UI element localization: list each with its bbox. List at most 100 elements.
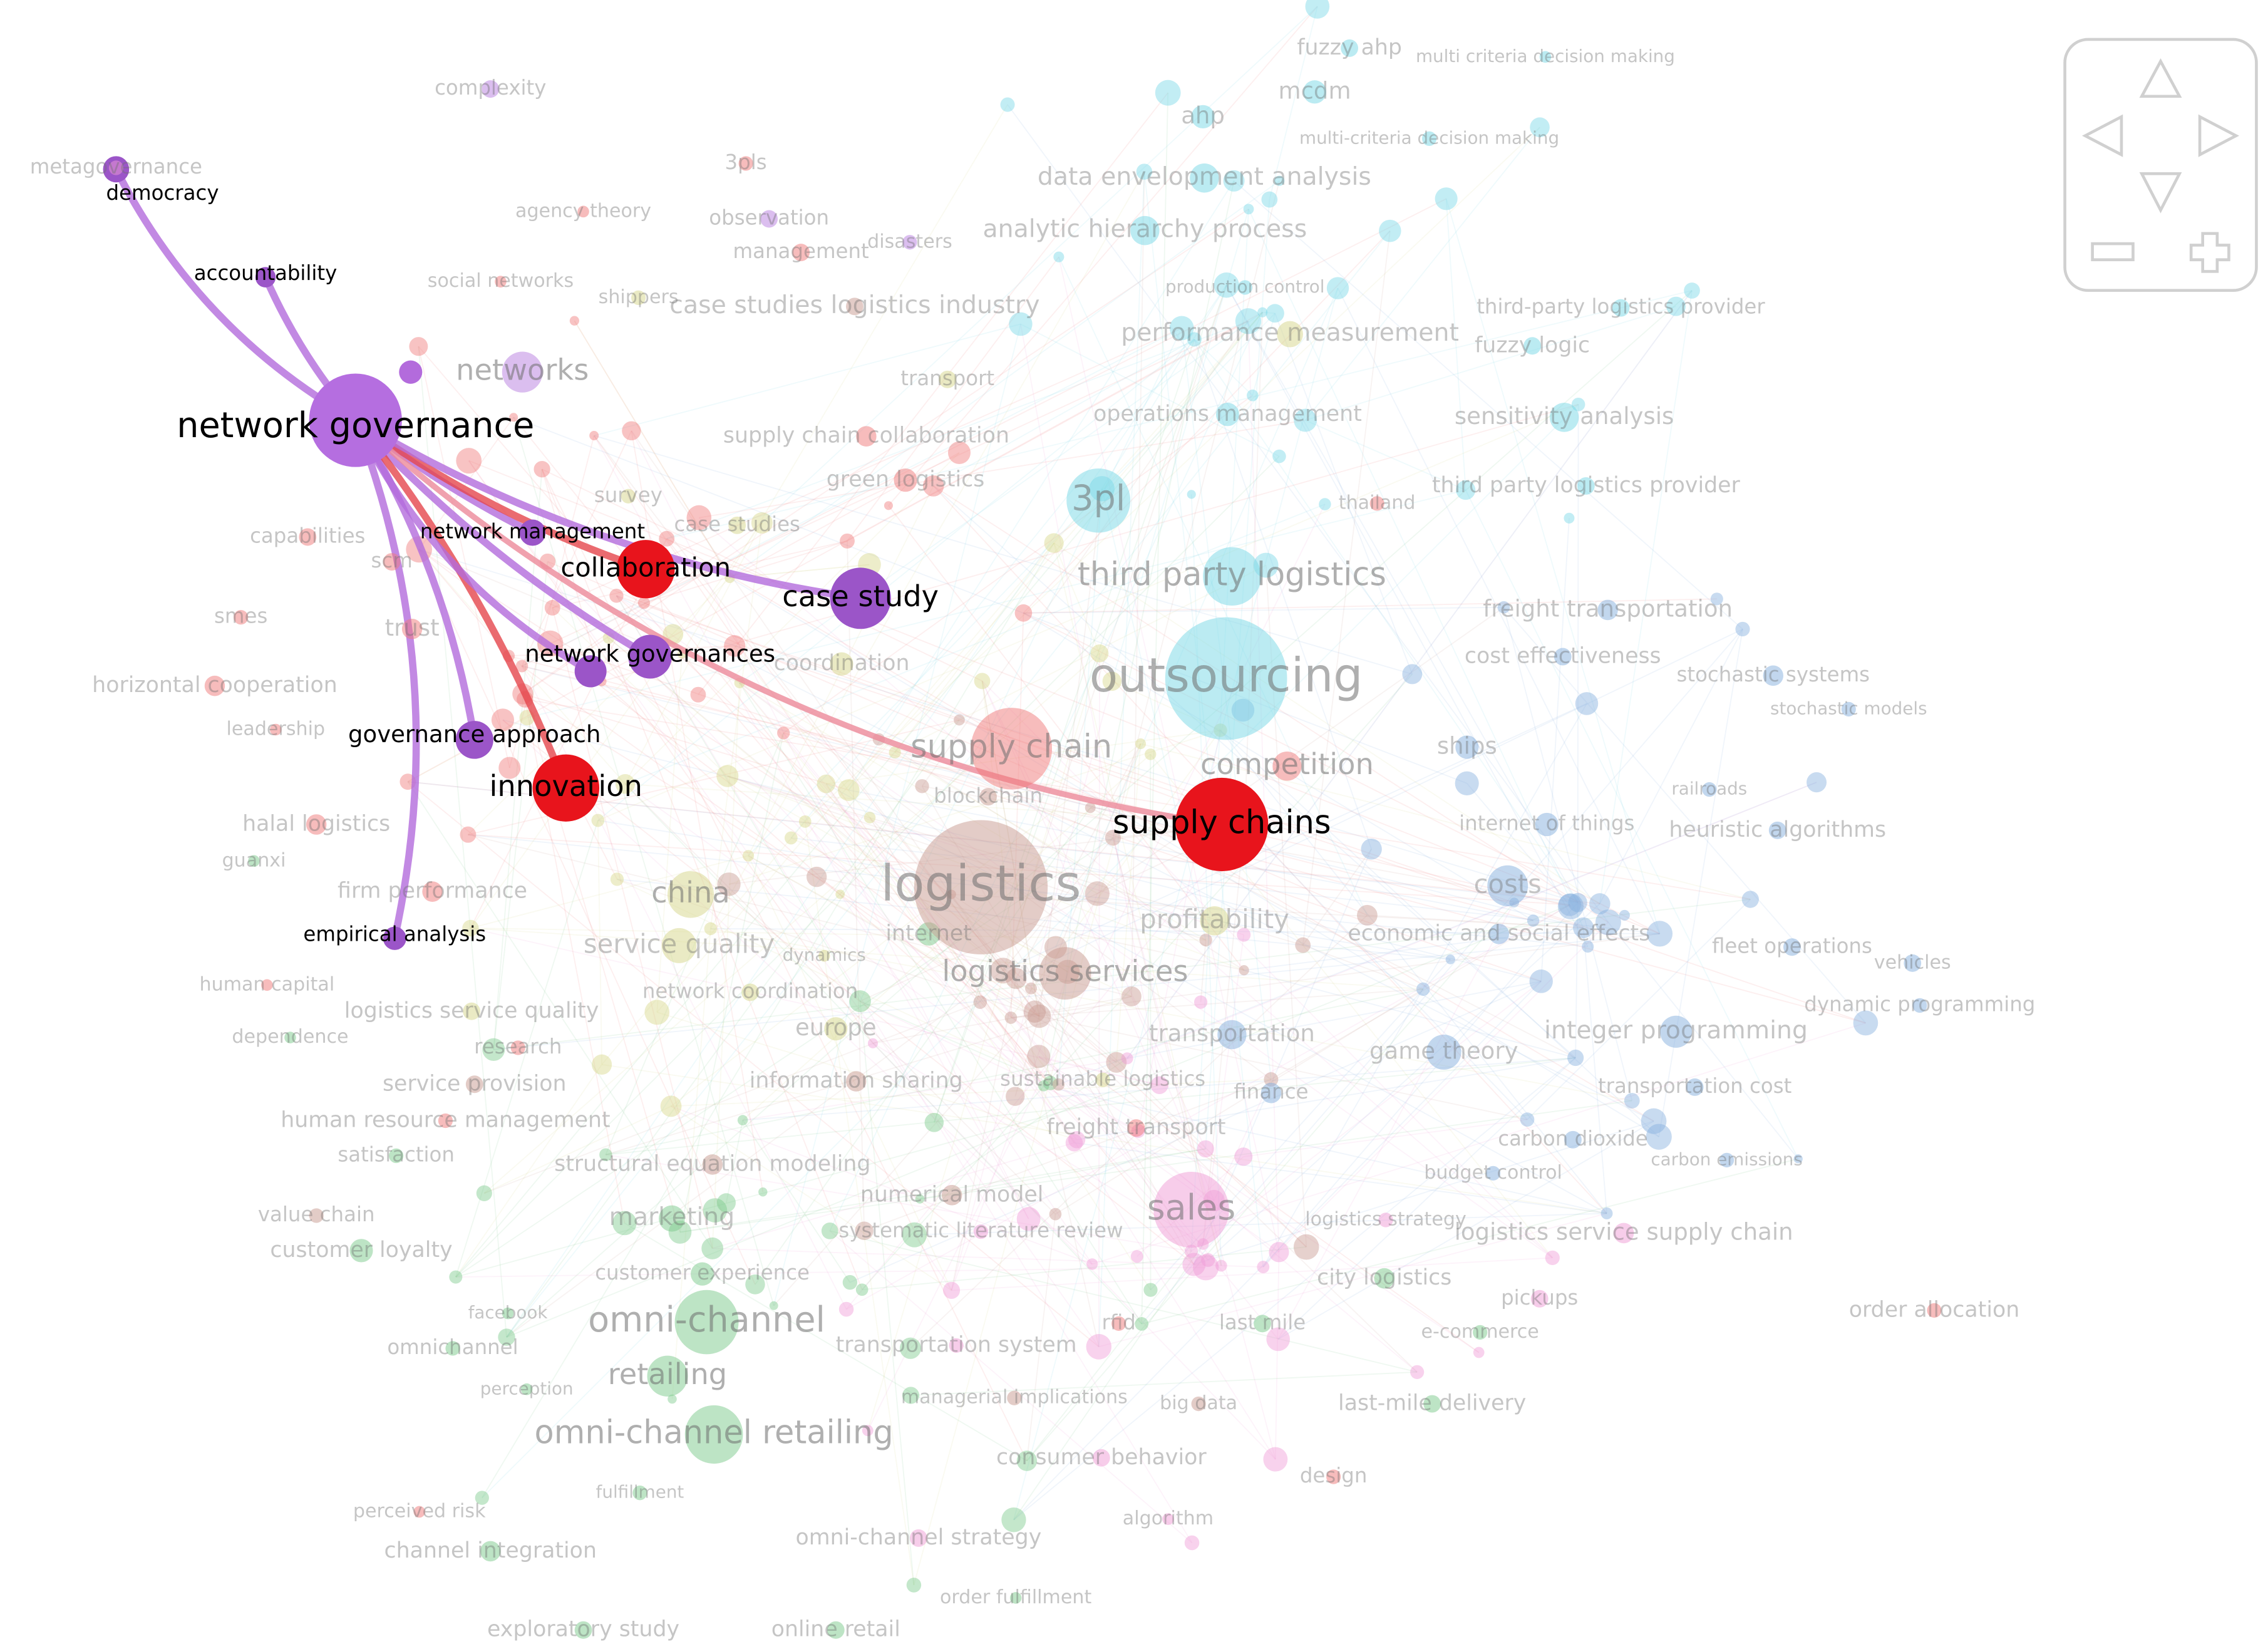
background-edge [1607, 922, 1799, 1159]
background-node [915, 779, 929, 793]
background-node [1001, 1507, 1026, 1533]
background-edge [1658, 629, 1743, 1137]
background-edge [1011, 988, 1423, 1018]
node-label: europe [795, 1013, 877, 1041]
node [1162, 1513, 1174, 1525]
background-node [1807, 772, 1827, 793]
background-node [1150, 1076, 1168, 1094]
navigation-control[interactable] [2063, 38, 2258, 292]
node [1473, 1325, 1488, 1340]
background-edge [493, 561, 549, 1050]
background-node [1647, 921, 1673, 947]
pan-left[interactable] [2081, 114, 2123, 157]
background-node [1473, 1347, 1485, 1358]
zoom-out[interactable] [2091, 242, 2135, 262]
node-label: logistics [880, 855, 1081, 912]
background-edge [951, 978, 1017, 1291]
background-node [1557, 893, 1584, 919]
background-node [1004, 1011, 1018, 1024]
node [1927, 1303, 1942, 1318]
background-edge [862, 1246, 1307, 1291]
node-label: railroads [1671, 778, 1747, 799]
background-node [990, 958, 1016, 984]
background-edge [1599, 290, 1693, 904]
pan-down[interactable] [2139, 172, 2182, 214]
background-node [1009, 312, 1033, 336]
background-node [1086, 1334, 1112, 1360]
node [973, 1224, 989, 1239]
background-edge [748, 856, 952, 1291]
background-edge [470, 522, 763, 929]
background-edge [506, 969, 1004, 1338]
node [1612, 299, 1630, 317]
background-edge [594, 435, 1413, 675]
node-label: supply chains [1113, 804, 1331, 841]
background-node [1666, 296, 1686, 316]
background-edge [712, 1142, 1075, 1249]
node-label: sustainable logistics [1000, 1067, 1205, 1090]
background-edge [597, 820, 603, 1065]
background-node [1497, 601, 1510, 614]
background-node [449, 1270, 463, 1284]
background-edge [407, 781, 713, 1249]
node-label: rfid [1101, 1310, 1135, 1334]
node-label: consumer behavior [996, 1445, 1207, 1470]
node [1523, 337, 1542, 355]
zoom-in[interactable] [2189, 232, 2230, 273]
background-edge [513, 417, 775, 1306]
node-label: fleet operations [1712, 934, 1872, 958]
node [760, 210, 778, 228]
node [674, 1290, 739, 1355]
node [1488, 923, 1510, 944]
background-edge [748, 855, 1117, 1063]
background-node [798, 815, 812, 828]
node-label: accountability [194, 261, 338, 285]
node [1254, 1315, 1271, 1333]
background-node [1014, 604, 1033, 622]
background-edge [527, 489, 1466, 718]
background-node [1269, 1242, 1289, 1263]
node-label: exploratory study [487, 1617, 679, 1642]
background-edge [1225, 284, 1589, 948]
node [616, 540, 675, 599]
background-edge [863, 1078, 1272, 1232]
background-edge [1011, 933, 1660, 1018]
node-label: capabilities [250, 524, 365, 547]
pan-right[interactable] [2198, 114, 2240, 157]
background-edge [1053, 542, 1222, 1266]
highlight-edge [353, 417, 1225, 828]
pan-up[interactable] [2139, 58, 2182, 98]
background-edge [1269, 6, 1318, 200]
background-edge [711, 683, 741, 1249]
node-label: carbon emissions [1651, 1149, 1803, 1169]
node [1039, 947, 1091, 1000]
background-node [1239, 965, 1249, 976]
background-edge [709, 522, 763, 929]
background-node [1545, 1250, 1560, 1266]
background-edge [542, 468, 982, 682]
node-label: dependence [232, 1026, 348, 1048]
node [1378, 1212, 1393, 1228]
background-node [1573, 917, 1594, 939]
node-label: 3pl [1071, 478, 1125, 519]
node-label: complexity [435, 76, 546, 100]
node-label: supply chain [910, 728, 1112, 765]
background-edge [1582, 928, 1607, 1214]
node-label: blockchain [934, 783, 1043, 807]
background-edge [418, 549, 626, 785]
background-edge [872, 1043, 1204, 1245]
background-edge [1013, 1243, 1204, 1521]
background-node [1529, 969, 1553, 993]
background-edge [860, 1000, 1139, 1132]
background-node [1185, 1244, 1198, 1258]
background-edge [656, 542, 1054, 1013]
background-node [724, 635, 746, 657]
background-node [1272, 449, 1286, 463]
background-node [599, 1148, 612, 1161]
node-label: retailing [608, 1357, 728, 1391]
background-node [838, 779, 860, 802]
background-edge [1126, 980, 1542, 1059]
node [1374, 1268, 1394, 1289]
node [1369, 496, 1384, 511]
